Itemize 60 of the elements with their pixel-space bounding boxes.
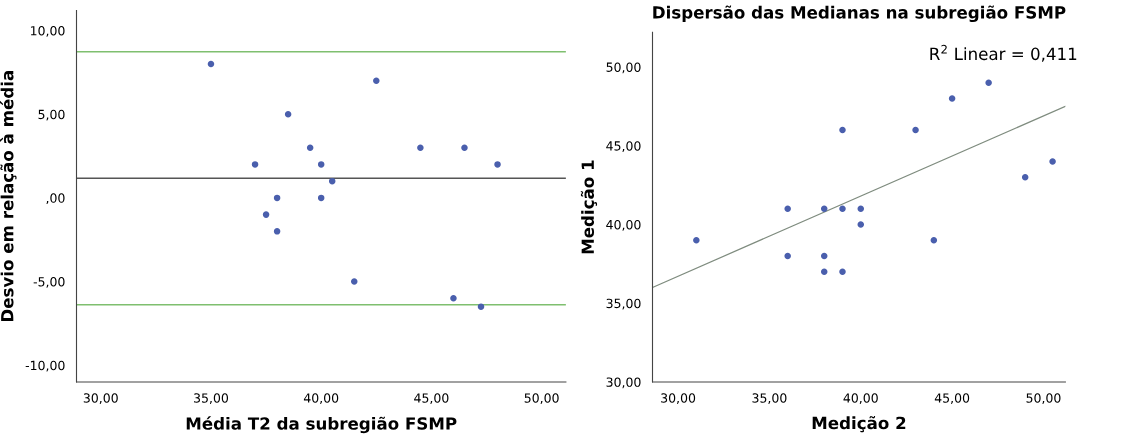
point — [839, 126, 846, 134]
x-tick-label: 35,00 — [752, 393, 787, 404]
y-tick-label: -5,00 — [33, 277, 65, 288]
point — [373, 77, 380, 85]
x-axis-title: Média T2 da subregião FSMP — [186, 416, 457, 434]
point — [351, 278, 358, 285]
point — [207, 60, 215, 68]
y-tick-label: 10,00 — [30, 26, 65, 37]
x-tick-label: 40,00 — [303, 393, 339, 404]
point — [1049, 158, 1056, 165]
x-tick-label: 30,00 — [661, 393, 696, 404]
point — [948, 95, 956, 102]
point — [820, 252, 828, 260]
point — [820, 268, 828, 275]
point — [477, 303, 485, 310]
point — [1021, 173, 1029, 181]
y-tick-label: 35,00 — [606, 298, 641, 310]
point — [857, 205, 865, 212]
y-tick-label: 50,00 — [606, 62, 641, 74]
point — [839, 205, 846, 212]
point — [693, 236, 700, 244]
x-tick-label: 40,00 — [843, 393, 878, 404]
x-tick-label: 50,00 — [524, 393, 559, 404]
y-axis-title: Medição 1 — [580, 160, 598, 254]
x-tick-label: 30,00 — [83, 393, 118, 404]
y-tick-label: -10,00 — [25, 360, 65, 372]
point — [912, 126, 919, 134]
x-tick-label: 45,00 — [934, 393, 970, 404]
point — [417, 144, 424, 151]
point — [784, 205, 791, 212]
point — [262, 211, 270, 218]
chart-title: Dispersão das Medianas na subregião FSMP — [653, 5, 1066, 23]
point — [317, 194, 325, 202]
point — [985, 79, 992, 86]
point — [284, 110, 292, 118]
point — [450, 295, 457, 302]
annotation: R$^{2}$ Linear = 0,411 — [930, 44, 1077, 62]
x-tick-label: 35,00 — [194, 393, 229, 404]
x-axis-title: Medição 2 — [812, 416, 906, 433]
point — [494, 161, 501, 168]
y-tick-label: 5,00 — [38, 109, 65, 121]
point — [839, 268, 846, 275]
point — [328, 177, 336, 185]
point — [930, 236, 938, 244]
point — [273, 194, 281, 202]
point — [784, 252, 791, 260]
y-tick-label: 45,00 — [606, 141, 641, 152]
y-axis-title: Desvio em relação à média — [0, 71, 17, 322]
point — [251, 161, 259, 168]
point — [317, 161, 325, 168]
point — [273, 228, 281, 235]
y-tick-label: 40,00 — [606, 219, 641, 231]
y-tick-label: 30,00 — [606, 377, 641, 389]
y-tick-label: ,00 — [46, 193, 65, 205]
x-tick-label: 50,00 — [1026, 393, 1061, 404]
point — [857, 221, 865, 228]
point — [820, 205, 828, 212]
point — [461, 144, 468, 151]
point — [306, 144, 314, 151]
x-tick-label: 45,00 — [414, 393, 449, 404]
